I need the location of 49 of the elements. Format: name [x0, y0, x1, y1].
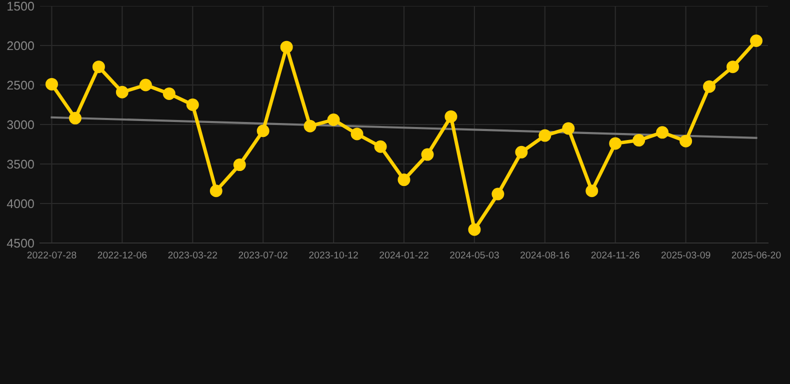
- point: [656, 126, 669, 139]
- point: [162, 87, 176, 100]
- point: [586, 184, 598, 198]
- x-tick-label: 2022-12-06: [98, 252, 147, 258]
- y-tick-label: 3000: [7, 120, 34, 130]
- y-tick-label: 4500: [6, 238, 34, 248]
- point: [92, 60, 105, 74]
- x-tick-label: 2024-05-03: [450, 252, 499, 258]
- point: [256, 124, 270, 138]
- point: [116, 86, 128, 98]
- point: [492, 188, 504, 200]
- point: [609, 137, 622, 150]
- point: [68, 112, 82, 124]
- point: [421, 148, 434, 161]
- y-tick-label: 3500: [7, 160, 34, 169]
- point: [726, 60, 740, 74]
- point: [45, 78, 58, 90]
- point: [515, 146, 528, 158]
- point: [562, 122, 575, 135]
- point: [327, 114, 340, 126]
- x-tick-label: 2024-11-26: [591, 252, 640, 258]
- x-tick-label: 2025-06-20: [732, 252, 781, 258]
- point: [680, 134, 692, 148]
- x-tick-label: 2023-03-22: [168, 252, 218, 258]
- point: [350, 128, 364, 140]
- point: [186, 98, 199, 111]
- point: [538, 129, 552, 142]
- point: [374, 140, 387, 153]
- point: [632, 134, 646, 147]
- point: [233, 158, 246, 172]
- point: [468, 223, 481, 236]
- y-tick-label: 2500: [7, 80, 34, 90]
- point: [139, 78, 152, 92]
- point: [398, 174, 410, 186]
- point: [280, 40, 293, 54]
- point: [703, 80, 716, 93]
- point: [210, 184, 222, 198]
- x-tick-label: 2024-01-22: [380, 252, 428, 258]
- x-tick-label: 2024-08-16: [520, 252, 570, 258]
- y-tick-label: 1500: [8, 2, 34, 11]
- point: [304, 120, 316, 132]
- y-tick-label: 4000: [6, 199, 34, 208]
- x-tick-label: 2023-10-12: [309, 252, 358, 258]
- point: [750, 34, 763, 48]
- x-tick-label: 2022-07-28: [27, 252, 76, 258]
- point: [444, 110, 458, 123]
- x-tick-label: 2023-07-02: [238, 252, 288, 258]
- x-tick-label: 2025-03-09: [661, 252, 710, 258]
- y-tick-label: 2000: [7, 41, 34, 50]
